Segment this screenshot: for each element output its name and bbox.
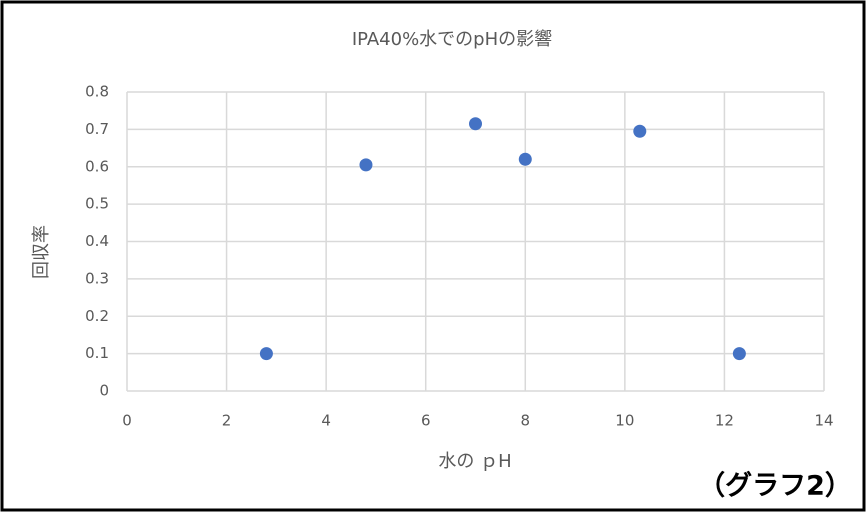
point — [518, 152, 532, 166]
y-axis-label: 回収率 — [31, 225, 52, 279]
x-tick-label: 4 — [321, 412, 331, 430]
y-tick-label: 0.5 — [85, 195, 109, 213]
point — [469, 117, 482, 131]
y-tick-label: 0.7 — [85, 120, 109, 138]
x-tick-label: 12 — [715, 412, 734, 430]
y-tick-label: 0.1 — [85, 344, 109, 362]
y-tick-label: 0.8 — [85, 83, 109, 101]
y-tick-label: 0 — [99, 382, 109, 400]
x-tick-label: 14 — [814, 412, 833, 430]
y-tick-label: 0.3 — [85, 269, 109, 287]
y-tick-label: 0.4 — [85, 232, 109, 250]
point — [633, 124, 647, 138]
x-tick-label: 8 — [521, 412, 531, 430]
y-tick-label: 0.2 — [85, 307, 109, 325]
x-tick-label: 10 — [615, 412, 634, 430]
point — [259, 347, 273, 361]
annotation: （グラフ2） — [698, 470, 852, 502]
chart-title: IPA40%水でのpHの影響 — [352, 29, 552, 50]
x-tick-label: 2 — [222, 412, 232, 430]
x-axis-label: 水の ｐH — [438, 451, 511, 472]
y-tick-label: 0.6 — [85, 157, 109, 175]
x-tick-label: 0 — [122, 412, 132, 430]
x-tick-label: 6 — [421, 412, 431, 430]
point — [732, 347, 746, 361]
point — [359, 158, 373, 172]
